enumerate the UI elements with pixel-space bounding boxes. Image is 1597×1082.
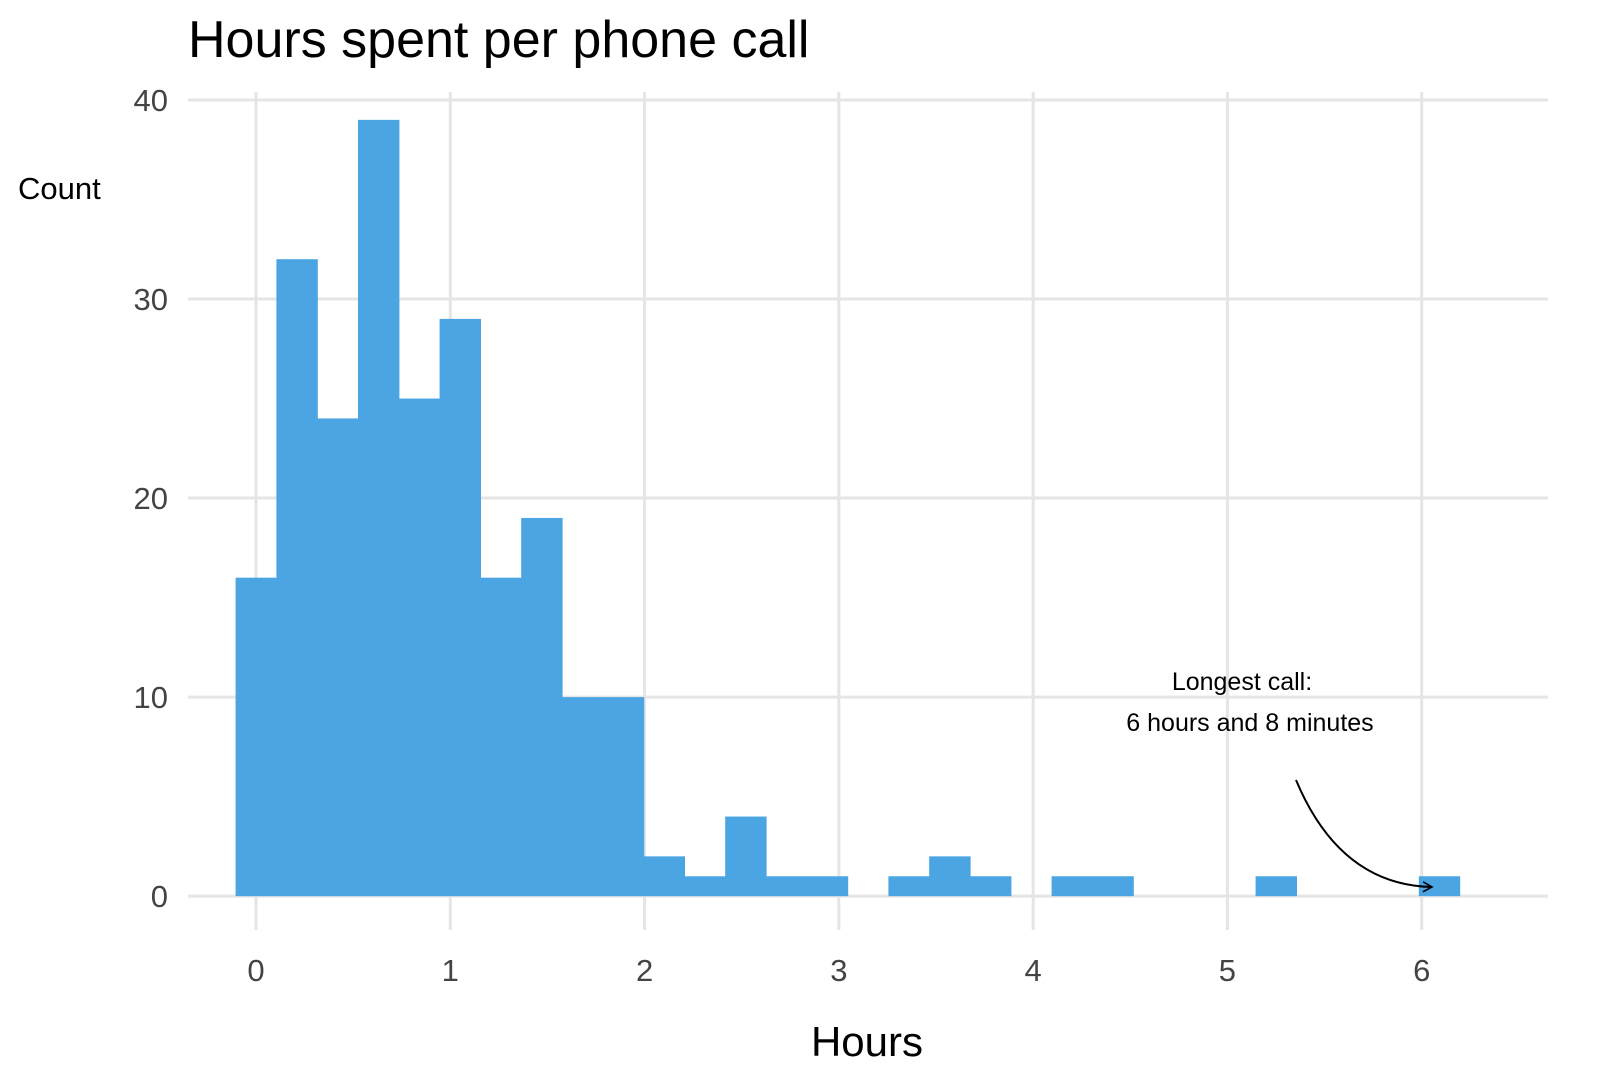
histogram-bar: [398, 398, 441, 897]
histogram-bar: [235, 577, 277, 897]
x-axis-title: Hours: [811, 1018, 923, 1065]
x-tick-label: 6: [1413, 953, 1430, 988]
histogram-bar: [725, 816, 767, 897]
histogram-bars: [235, 119, 1461, 897]
chart-title: Hours spent per phone call: [188, 11, 810, 69]
histogram-bar: [276, 259, 318, 897]
histogram-bar: [1092, 876, 1134, 897]
x-tick-label: 3: [830, 953, 847, 988]
annotation-line-2: 6 hours and 8 minutes: [1126, 709, 1373, 737]
histogram-bar: [480, 577, 522, 897]
y-tick-label: 30: [134, 282, 168, 317]
histogram-bar: [439, 318, 481, 897]
y-tick-label: 20: [134, 481, 168, 516]
histogram-bar: [684, 876, 726, 897]
histogram-bar: [562, 697, 604, 897]
histogram-bar: [970, 876, 1012, 897]
y-tick-label: 40: [134, 83, 168, 118]
annotation-arrow: [1295, 779, 1434, 893]
histogram-bar: [643, 856, 685, 897]
x-tick-label: 1: [442, 953, 459, 988]
histogram-bar: [806, 876, 849, 897]
histogram-bar: [766, 876, 808, 897]
histogram-bar: [358, 119, 400, 897]
histogram-bar: [929, 856, 971, 897]
histogram-bar: [1051, 876, 1093, 897]
histogram-bar: [317, 418, 359, 897]
x-tick-label: 0: [247, 953, 264, 988]
histogram-bar: [602, 697, 645, 897]
x-tick-label: 2: [636, 953, 653, 988]
annotation: Longest call: 6 hours and 8 minutes: [1126, 668, 1434, 893]
histogram-bar: [1255, 876, 1297, 897]
y-tick-label: 10: [134, 680, 168, 715]
histogram-bar: [521, 517, 563, 897]
annotation-line-1: Longest call:: [1172, 668, 1312, 696]
histogram-bar: [888, 876, 930, 897]
x-tick-label: 5: [1219, 953, 1236, 988]
y-axis-title: Count: [18, 171, 101, 206]
y-tick-label: 0: [151, 879, 168, 914]
x-tick-label: 4: [1025, 953, 1042, 988]
tick-labels: 0 1 2 3 4 5 6 0 10 20 30 40: [134, 83, 1431, 988]
